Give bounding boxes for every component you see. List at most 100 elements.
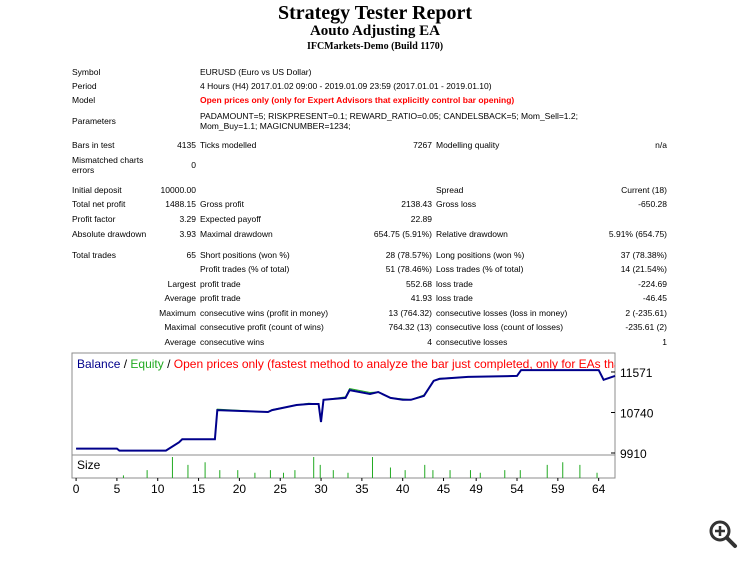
row-value: 3.93 <box>179 229 196 239</box>
zoom-icon[interactable] <box>709 520 737 548</box>
x-tick-label: 40 <box>396 482 410 496</box>
report-title: Strategy Tester Report <box>277 2 473 24</box>
field-label: consecutive loss (count of losses) <box>436 322 564 332</box>
row-value: 4135 <box>177 140 196 150</box>
field-label: Modelling quality <box>436 140 500 150</box>
field-value: -650.28 <box>638 199 667 209</box>
field-label: consecutive losses (loss in money) <box>436 308 568 318</box>
field-value: 28 (78.57%) <box>385 250 432 260</box>
size-bar <box>596 472 598 478</box>
row-value: 1488.15 <box>165 199 196 209</box>
x-tick-label: 30 <box>314 482 328 496</box>
size-bar <box>294 470 296 478</box>
size-bar <box>122 475 124 478</box>
size-bar <box>187 464 189 478</box>
field-label: Long positions (won %) <box>436 250 525 260</box>
field-value: 13 (764.32) <box>388 308 432 318</box>
field-value: 22.89 <box>410 214 432 224</box>
report-subtitle: Aouto Adjusting EA <box>309 23 441 39</box>
x-tick-label: 5 <box>114 482 121 496</box>
x-tick-label: 64 <box>592 482 606 496</box>
size-bar <box>469 470 471 478</box>
legend-note: Open prices only (fastest method to anal… <box>174 357 625 371</box>
x-tick-label: 54 <box>510 482 524 496</box>
field-value: 764.32 (13) <box>388 322 432 332</box>
size-bar <box>519 470 521 478</box>
field-label: loss trade <box>436 279 473 289</box>
x-tick-label: 10 <box>151 482 165 496</box>
row-label: Total net profit <box>72 199 126 209</box>
field-label: Ticks modelled <box>200 140 257 150</box>
y-tick-label: 9910 <box>620 447 647 461</box>
field-label: consecutive wins (profit in money) <box>200 308 329 318</box>
row-label: Model <box>72 95 96 105</box>
field-value: 37 (78.38%) <box>620 250 667 260</box>
field-label: Profit trades (% of total) <box>200 264 290 274</box>
size-bar <box>237 470 239 478</box>
row-label: Absolute drawdown <box>72 229 147 239</box>
field-label: loss trade <box>436 293 473 303</box>
field-value: 2 (-235.61) <box>625 308 667 318</box>
row-value: Largest <box>167 279 196 289</box>
size-bar <box>347 472 349 478</box>
x-tick-label: 59 <box>551 482 565 496</box>
field-label: profit trade <box>200 279 241 289</box>
size-bar <box>146 470 148 478</box>
field-value: 41.93 <box>410 293 432 303</box>
x-tick-label: 15 <box>192 482 206 496</box>
size-bar <box>219 470 221 478</box>
size-bar <box>204 462 206 478</box>
size-bar <box>432 470 434 478</box>
legend-separator: / <box>167 357 171 371</box>
size-bar <box>269 470 271 478</box>
row-label: Initial deposit <box>72 185 122 195</box>
size-bar <box>546 464 548 478</box>
field-value: 14 (21.54%) <box>620 264 667 274</box>
equity-line <box>76 369 616 452</box>
row-value: Average <box>164 337 196 347</box>
row-value: Maximal <box>164 322 196 332</box>
field-label: Maximal drawdown <box>200 229 273 239</box>
size-bar <box>579 464 581 478</box>
x-tick-label: 45 <box>437 482 451 496</box>
field-label: Open prices only (only for Expert Adviso… <box>200 95 515 105</box>
field-value: 552.68 <box>406 279 432 289</box>
row-label: Period <box>72 81 97 91</box>
size-bar <box>282 472 284 478</box>
field-label: Spread <box>436 185 464 195</box>
balance-line <box>76 369 616 452</box>
field-label: EURUSD (Euro vs US Dollar) <box>200 67 312 77</box>
field-value: 4 <box>427 337 432 347</box>
chart-frame <box>71 352 616 479</box>
y-tick-label: 10740 <box>620 407 654 421</box>
legend-equity: Equity <box>130 357 163 371</box>
x-tick-label: 0 <box>73 482 80 496</box>
x-tick-label: 20 <box>233 482 247 496</box>
x-tick-label: 49 <box>470 482 484 496</box>
row-label: Bars in test <box>72 140 115 150</box>
legend: Balance / Equity / Open prices only (fas… <box>77 357 625 371</box>
field-value: -224.69 <box>638 279 667 289</box>
field-label: Short positions (won %) <box>200 250 290 260</box>
size-bar <box>171 457 173 478</box>
field-label: Relative drawdown <box>436 229 508 239</box>
row-value: 3.29 <box>179 214 196 224</box>
y-tick-label: 11571 <box>620 366 653 380</box>
field-value: 1 <box>662 337 667 347</box>
row-label: Total trades <box>72 250 116 260</box>
size-bar <box>479 472 481 478</box>
field-label: Loss trades (% of total) <box>436 264 524 274</box>
size-bar <box>371 457 373 478</box>
field-value: 2138.43 <box>401 199 432 209</box>
field-value: n/a <box>655 140 667 150</box>
field-value: 51 (78.46%) <box>385 264 432 274</box>
size-bar <box>562 462 564 478</box>
field-value: -46.45 <box>642 293 667 303</box>
field-label: consecutive profit (count of wins) <box>200 322 324 332</box>
field-label: PADAMOUNT=5; RISKPRESENT=0.1; REWARD_RAT… <box>200 111 578 131</box>
row-label: Mismatched charts errors <box>72 155 144 175</box>
field-value: 7267 <box>413 140 432 150</box>
row-label: Symbol <box>72 67 101 77</box>
legend-balance: Balance <box>77 357 121 371</box>
